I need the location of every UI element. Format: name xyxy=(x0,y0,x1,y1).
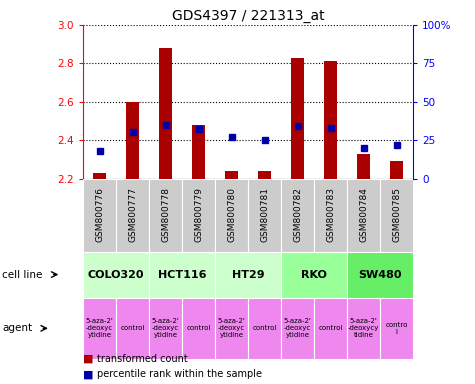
Text: GSM800781: GSM800781 xyxy=(260,187,269,242)
Bar xyxy=(159,48,172,179)
Text: 5-aza-2'
-deoxyc
ytidine: 5-aza-2' -deoxyc ytidine xyxy=(284,318,312,338)
Bar xyxy=(347,252,413,298)
Bar xyxy=(83,179,116,252)
Text: RKO: RKO xyxy=(301,270,327,280)
Bar xyxy=(248,298,281,359)
Bar xyxy=(215,179,248,252)
Bar xyxy=(248,179,281,252)
Text: GSM800782: GSM800782 xyxy=(293,187,302,242)
Text: GSM800785: GSM800785 xyxy=(392,187,401,242)
Text: 5-aza-2'
-deoxycy
tidine: 5-aza-2' -deoxycy tidine xyxy=(348,318,380,338)
Bar xyxy=(380,298,413,359)
Bar xyxy=(225,171,238,179)
Text: 5-aza-2'
-deoxyc
ytidine: 5-aza-2' -deoxyc ytidine xyxy=(86,318,114,338)
Text: 5-aza-2'
-deoxyc
ytidine: 5-aza-2' -deoxyc ytidine xyxy=(152,318,180,338)
Bar xyxy=(281,298,314,359)
Bar xyxy=(314,298,347,359)
Text: GSM800779: GSM800779 xyxy=(194,187,203,242)
Bar xyxy=(314,179,347,252)
Bar xyxy=(149,252,215,298)
Bar xyxy=(83,252,149,298)
Bar xyxy=(281,179,314,252)
Bar xyxy=(347,298,380,359)
Bar xyxy=(149,179,182,252)
Text: GSM800784: GSM800784 xyxy=(359,187,368,242)
Bar xyxy=(192,125,205,179)
Text: cell line: cell line xyxy=(2,270,43,280)
Text: transformed count: transformed count xyxy=(97,354,188,364)
Text: 5-aza-2'
-deoxyc
ytidine: 5-aza-2' -deoxyc ytidine xyxy=(218,318,246,338)
Bar xyxy=(380,179,413,252)
Text: COLO320: COLO320 xyxy=(88,270,144,280)
Bar xyxy=(126,102,139,179)
Bar xyxy=(93,173,106,179)
Text: control: control xyxy=(121,325,145,331)
Text: GSM800783: GSM800783 xyxy=(326,187,335,242)
Text: GSM800780: GSM800780 xyxy=(227,187,236,242)
Text: HT29: HT29 xyxy=(232,270,265,280)
Bar xyxy=(281,252,347,298)
Text: contro
l: contro l xyxy=(386,322,408,335)
Text: GSM800777: GSM800777 xyxy=(128,187,137,242)
Bar xyxy=(149,298,182,359)
Bar xyxy=(83,298,116,359)
Text: GSM800776: GSM800776 xyxy=(95,187,104,242)
Text: ■: ■ xyxy=(83,369,97,379)
Text: SW480: SW480 xyxy=(359,270,402,280)
Bar xyxy=(357,154,370,179)
Bar xyxy=(215,298,248,359)
Bar xyxy=(182,179,215,252)
Bar xyxy=(116,179,149,252)
Bar xyxy=(324,61,337,179)
Bar xyxy=(116,298,149,359)
Text: agent: agent xyxy=(2,323,32,333)
Bar xyxy=(258,171,271,179)
Bar xyxy=(182,298,215,359)
Text: control: control xyxy=(187,325,211,331)
Text: GSM800778: GSM800778 xyxy=(161,187,170,242)
Bar xyxy=(291,58,304,179)
Bar xyxy=(390,161,403,179)
Text: control: control xyxy=(319,325,343,331)
Text: ■: ■ xyxy=(83,354,97,364)
Bar xyxy=(347,179,380,252)
Bar xyxy=(215,252,281,298)
Title: GDS4397 / 221313_at: GDS4397 / 221313_at xyxy=(172,8,324,23)
Text: control: control xyxy=(253,325,277,331)
Text: HCT116: HCT116 xyxy=(158,270,207,280)
Text: percentile rank within the sample: percentile rank within the sample xyxy=(97,369,262,379)
